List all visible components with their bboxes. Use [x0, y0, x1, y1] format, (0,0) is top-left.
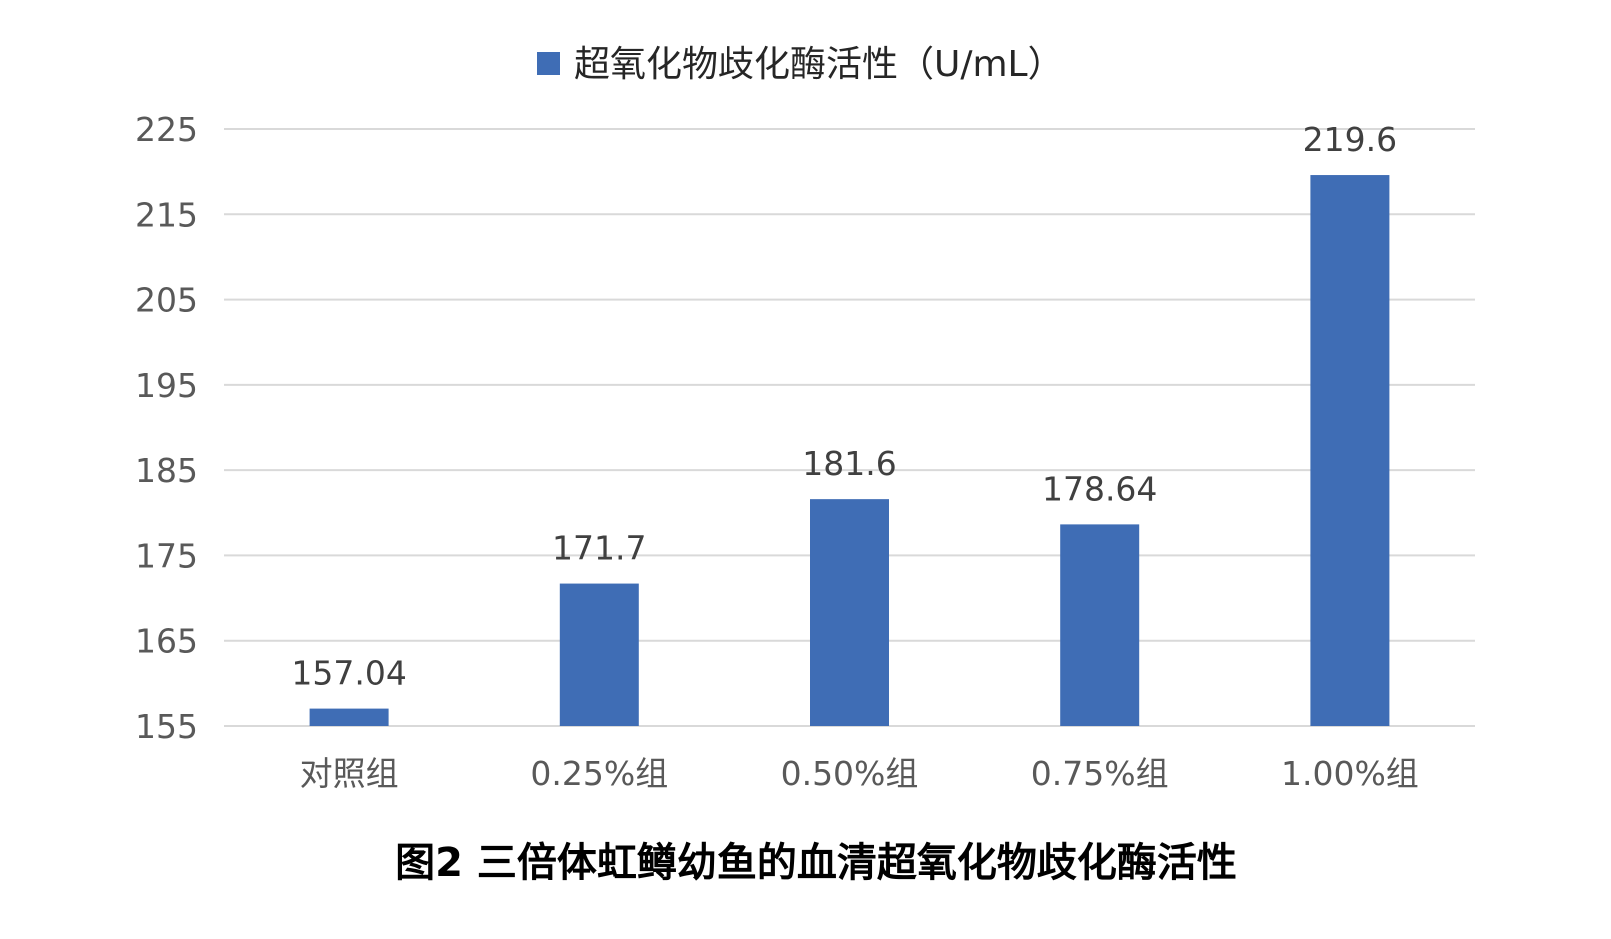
data-labels: 157.04 171.7 181.6 178.64 219.6	[291, 120, 1397, 693]
y-tick-label: 175	[135, 536, 198, 575]
bars	[309, 175, 1390, 726]
bar-5	[1310, 175, 1390, 726]
x-tick-label-2: 0.25%组	[530, 754, 668, 793]
x-axis-tick-labels: 对照组 0.25%组 0.50%组 0.75%组 1.00%组	[300, 754, 1419, 793]
legend-label: 超氧化物歧化酶活性（U/mL）	[574, 44, 1064, 85]
x-tick-label-1: 对照组	[300, 754, 399, 793]
data-label-1: 157.04	[291, 654, 406, 693]
y-tick-label: 185	[135, 451, 198, 490]
figure-caption: 图2 三倍体虹鳟幼鱼的血清超氧化物歧化酶活性	[395, 840, 1237, 886]
legend-swatch	[537, 52, 560, 75]
y-tick-label: 155	[135, 707, 198, 746]
data-label-3: 181.6	[802, 444, 896, 483]
y-axis-tick-labels: 155 165 175 185 195 205 215 225	[135, 110, 198, 746]
y-tick-label: 195	[135, 366, 198, 405]
bar-3	[810, 499, 889, 726]
y-tick-label: 165	[135, 622, 198, 661]
bar-2	[559, 583, 639, 726]
data-label-2: 171.7	[552, 529, 646, 568]
y-tick-label: 215	[135, 195, 198, 234]
x-tick-label-5: 1.00%组	[1281, 754, 1419, 793]
y-tick-label: 205	[135, 281, 198, 320]
bar-1	[309, 708, 389, 726]
bar-4	[1060, 524, 1140, 726]
x-tick-label-4: 0.75%组	[1031, 754, 1169, 793]
y-tick-label: 225	[135, 110, 198, 149]
data-label-4: 178.64	[1042, 469, 1157, 508]
legend: 超氧化物歧化酶活性（U/mL）	[537, 44, 1064, 85]
x-tick-label-3: 0.50%组	[781, 754, 919, 793]
data-label-5: 219.6	[1303, 120, 1397, 159]
